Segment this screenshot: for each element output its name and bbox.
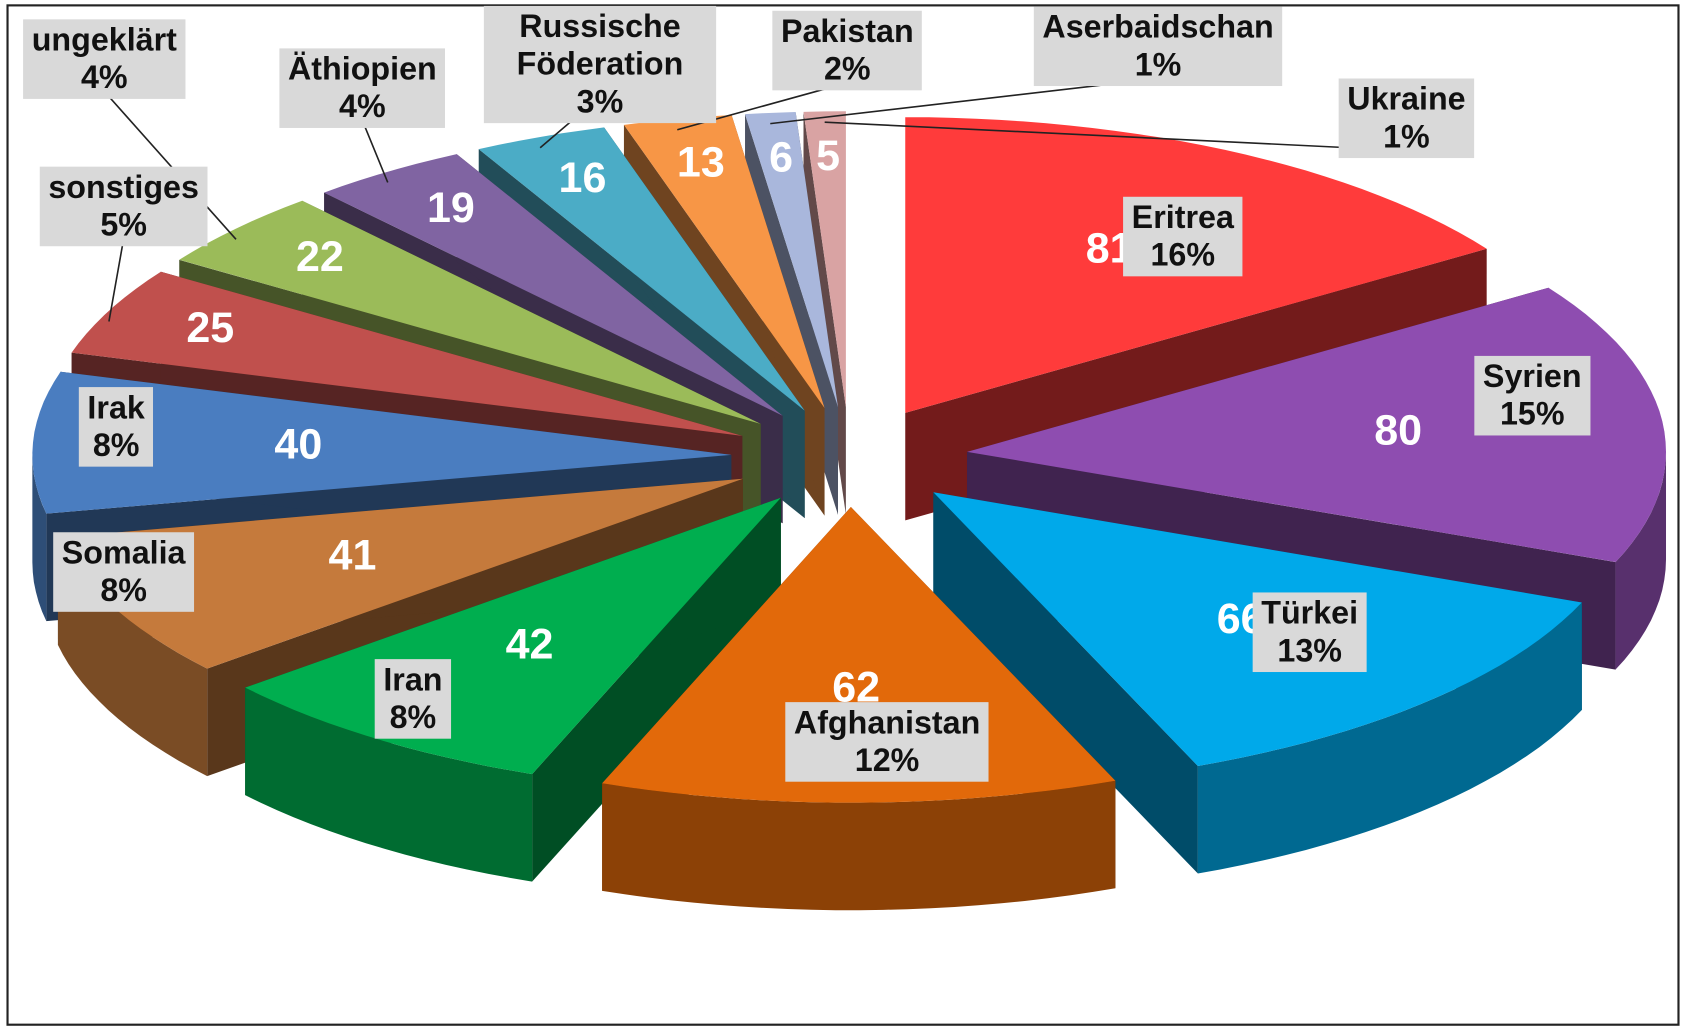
category-name: ungeklärt bbox=[31, 22, 177, 59]
value-label: 41 bbox=[329, 532, 377, 580]
slice-side bbox=[1615, 451, 1667, 670]
category-name: Irak bbox=[87, 390, 145, 426]
slice bbox=[623, 115, 825, 409]
value-label: 19 bbox=[427, 184, 475, 232]
percent-label: 13% bbox=[1277, 633, 1342, 669]
slice bbox=[478, 127, 805, 411]
category-label: Ukraine 1% bbox=[1338, 78, 1475, 159]
leader-line bbox=[824, 121, 1407, 152]
percent-label: 8% bbox=[92, 427, 140, 464]
value-label: 5 bbox=[816, 132, 840, 180]
slice-side bbox=[1197, 602, 1582, 874]
slice bbox=[179, 200, 761, 424]
category-label: Eritrea 16% bbox=[1123, 196, 1243, 277]
percent-label: 3% bbox=[576, 84, 624, 120]
leader-line bbox=[361, 120, 389, 183]
category-label: Pakistan 2% bbox=[772, 10, 923, 91]
category-name: Ukraine bbox=[1347, 81, 1466, 118]
percent-label: 8% bbox=[100, 573, 147, 609]
percent-label: 15% bbox=[1499, 396, 1565, 433]
slice bbox=[324, 154, 783, 416]
category-name: Pakistan bbox=[780, 13, 914, 50]
chart-frame bbox=[6, 4, 1680, 1026]
value-label: 16 bbox=[559, 154, 607, 202]
slice-side bbox=[602, 780, 1116, 911]
slice-side bbox=[32, 454, 47, 622]
category-name: Aserbaidschan bbox=[1042, 9, 1274, 46]
slice bbox=[71, 271, 743, 436]
leader-line bbox=[103, 90, 237, 240]
category-name: Iran bbox=[383, 662, 443, 698]
category-name: Türkei bbox=[1261, 595, 1359, 632]
category-label: Äthiopien 4% bbox=[279, 48, 446, 128]
value-label: 80 bbox=[1374, 406, 1422, 454]
category-label: Türkei 13% bbox=[1252, 592, 1367, 673]
category-label: Irak 8% bbox=[78, 387, 154, 467]
percent-label: 4% bbox=[339, 89, 386, 125]
percent-label: 1% bbox=[1134, 47, 1182, 83]
value-label: 6 bbox=[769, 133, 793, 181]
value-label: 42 bbox=[506, 620, 554, 668]
value-label: 13 bbox=[677, 139, 725, 187]
slice-wall bbox=[933, 492, 1198, 874]
category-label: sonstiges 5% bbox=[39, 166, 208, 247]
category-name: Afghanistan bbox=[793, 705, 981, 741]
value-label: 40 bbox=[274, 420, 322, 468]
category-name: Syrien bbox=[1482, 359, 1582, 395]
leader-line bbox=[108, 238, 125, 322]
value-label: 25 bbox=[186, 304, 234, 352]
category-label: Russische Föderation 3% bbox=[483, 5, 717, 124]
percent-label: 2% bbox=[823, 51, 871, 88]
percent-label: 16% bbox=[1150, 237, 1216, 274]
slice bbox=[803, 111, 846, 407]
category-name: Eritrea bbox=[1131, 199, 1234, 236]
category-label: Somalia 8% bbox=[53, 532, 195, 612]
category-name: Äthiopien bbox=[288, 51, 437, 88]
slice bbox=[32, 371, 732, 514]
slice-side bbox=[245, 687, 533, 882]
percent-label: 5% bbox=[100, 207, 147, 244]
slice bbox=[57, 478, 743, 669]
percent-label: 12% bbox=[854, 742, 920, 779]
category-label: ungeklärt 4% bbox=[23, 19, 186, 99]
slice-group bbox=[602, 507, 1116, 911]
category-label: Aserbaidschan 1% bbox=[1033, 6, 1283, 87]
percent-label: 1% bbox=[1383, 119, 1430, 155]
category-label: Afghanistan 12% bbox=[785, 702, 989, 782]
percent-label: 4% bbox=[80, 60, 128, 96]
value-label: 22 bbox=[296, 233, 344, 281]
category-name: Russische Föderation bbox=[516, 9, 684, 83]
category-label: Iran 8% bbox=[374, 659, 452, 739]
slice bbox=[745, 112, 838, 408]
category-label: Syrien 15% bbox=[1474, 355, 1591, 436]
category-name: sonstiges bbox=[48, 169, 199, 206]
category-name: Somalia bbox=[61, 535, 186, 571]
percent-label: 8% bbox=[389, 699, 437, 736]
